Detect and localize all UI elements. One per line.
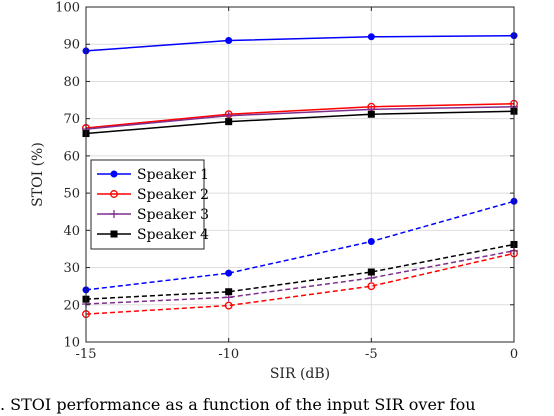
series-line xyxy=(85,110,515,135)
y-tick-label: 100 xyxy=(55,1,80,16)
data-point xyxy=(367,238,375,245)
data-point xyxy=(225,118,233,126)
data-point xyxy=(225,37,233,44)
data-point xyxy=(110,190,118,198)
legend-box xyxy=(90,159,205,250)
legend-label: Speaker 4 xyxy=(137,227,209,243)
series-6 xyxy=(82,249,518,319)
x-tick-label: -15 xyxy=(76,347,97,362)
series-line xyxy=(85,200,515,291)
legend-label: Speaker 3 xyxy=(137,207,209,223)
series-line xyxy=(85,34,515,52)
series-lines xyxy=(82,32,518,319)
y-tick-label: 40 xyxy=(63,224,80,239)
data-point xyxy=(224,301,233,310)
plot-area-frame xyxy=(85,6,515,343)
y-tick-label: 90 xyxy=(63,38,80,53)
series-2 xyxy=(82,99,518,132)
legend-label: Speaker 2 xyxy=(137,187,209,203)
axis-ticks: -15 -10 -5 0 10 20 30 40 50 60 70 80 90 100 xyxy=(55,1,518,363)
data-point xyxy=(110,170,118,178)
series-1 xyxy=(82,32,518,55)
series-line xyxy=(85,103,515,129)
y-axis-label: STOI (%) xyxy=(30,142,46,207)
data-point xyxy=(225,269,233,277)
legend-entry: Speaker 2 xyxy=(97,187,209,203)
x-tick-label: 0 xyxy=(510,347,518,362)
legend-label: Speaker 1 xyxy=(137,167,209,183)
y-tick-label: 10 xyxy=(63,336,80,351)
legend: Speaker 1 Speaker 2 Speaker 3 Speaker 4 xyxy=(90,159,209,250)
data-point xyxy=(225,288,233,296)
y-tick-label: 20 xyxy=(63,298,80,313)
y-tick-label: 80 xyxy=(63,75,80,90)
data-point xyxy=(367,282,376,291)
series-line xyxy=(85,252,515,315)
legend-entry: Speaker 3 xyxy=(97,207,209,223)
x-tick-label: -5 xyxy=(365,347,378,362)
legend-entry: Speaker 1 xyxy=(97,167,209,183)
data-point xyxy=(367,110,375,118)
x-axis-label: SIR (dB) xyxy=(270,366,330,382)
series-line xyxy=(85,243,515,300)
data-point xyxy=(367,268,375,276)
y-tick-label: 70 xyxy=(63,112,80,127)
data-point xyxy=(110,210,118,218)
series-line xyxy=(85,106,515,130)
y-tick-label: 60 xyxy=(63,149,80,164)
data-point xyxy=(110,230,118,238)
series-8 xyxy=(82,240,518,303)
legend-entry: Speaker 4 xyxy=(97,227,209,243)
x-tick-label: -10 xyxy=(218,347,239,362)
data-point xyxy=(367,33,375,41)
y-tick-label: 30 xyxy=(63,261,80,276)
figure-caption: . STOI performance as a function of the … xyxy=(0,395,476,414)
y-tick-label: 50 xyxy=(63,187,80,202)
